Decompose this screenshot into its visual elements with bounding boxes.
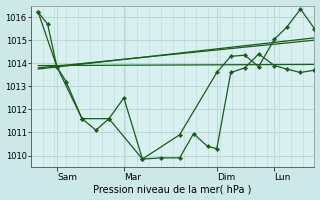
X-axis label: Pression niveau de la mer( hPa ): Pression niveau de la mer( hPa ) — [93, 184, 252, 194]
